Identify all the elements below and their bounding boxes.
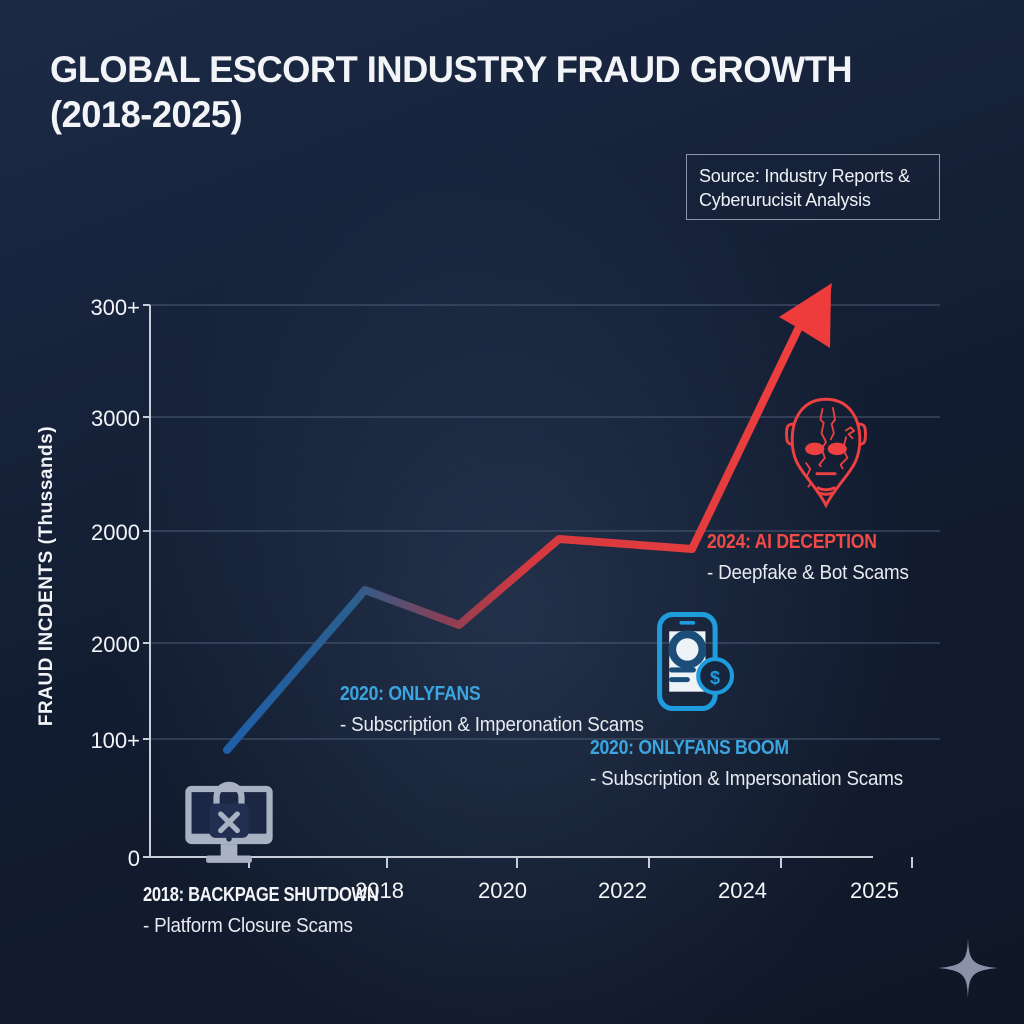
svg-text:$: $ — [710, 668, 720, 688]
